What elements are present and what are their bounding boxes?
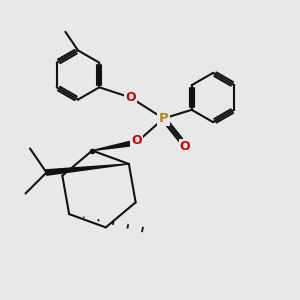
Text: O: O <box>125 91 136 104</box>
Polygon shape <box>92 140 137 151</box>
Text: O: O <box>180 140 190 153</box>
Text: P: P <box>159 112 168 125</box>
Text: O: O <box>131 134 142 148</box>
Polygon shape <box>46 164 129 175</box>
